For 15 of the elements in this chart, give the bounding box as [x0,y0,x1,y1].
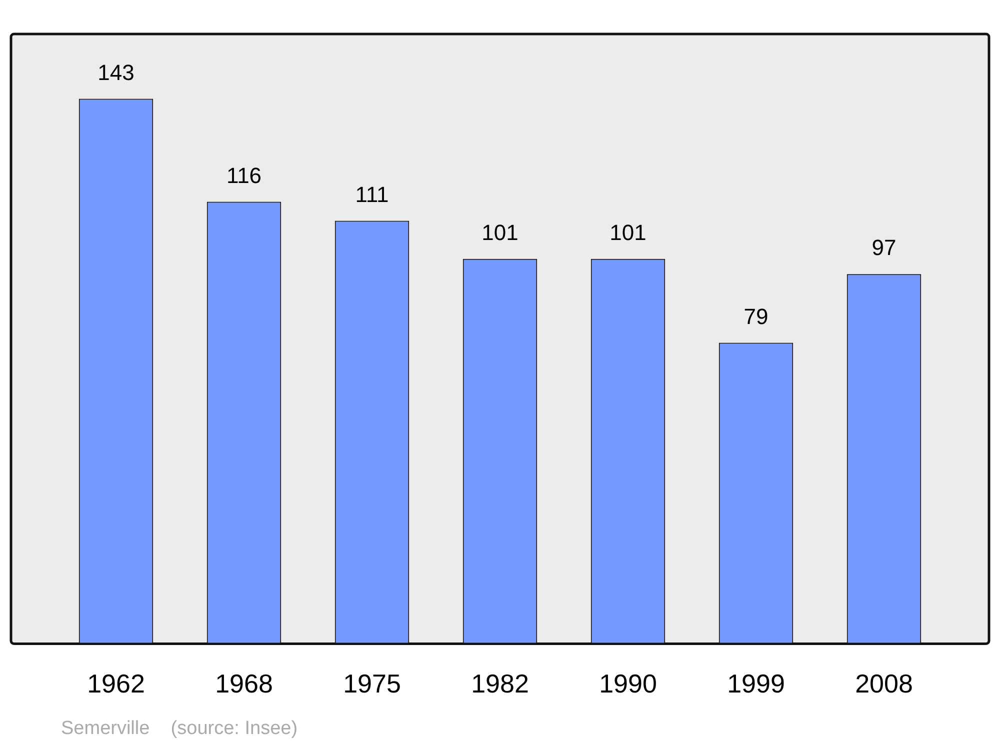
data-label: 101 [482,220,518,245]
x-tick-label: 1962 [87,668,145,699]
x-tick-label: 1968 [215,668,273,699]
data-label: 116 [226,162,262,188]
x-tick-label: 1982 [471,668,529,699]
data-label: 143 [98,60,134,85]
text: Semerville (source: Insee) [61,718,298,740]
data-label: 79 [744,304,768,329]
data-label: 101 [610,220,646,245]
x-tick-label: 1990 [599,668,657,699]
data-label: 111 [355,182,389,207]
x-tick-label: 1999 [727,668,785,699]
x-tick-label: 2008 [855,668,913,699]
x-tick-label: 1975 [343,668,401,699]
data-label: 97 [872,235,896,260]
